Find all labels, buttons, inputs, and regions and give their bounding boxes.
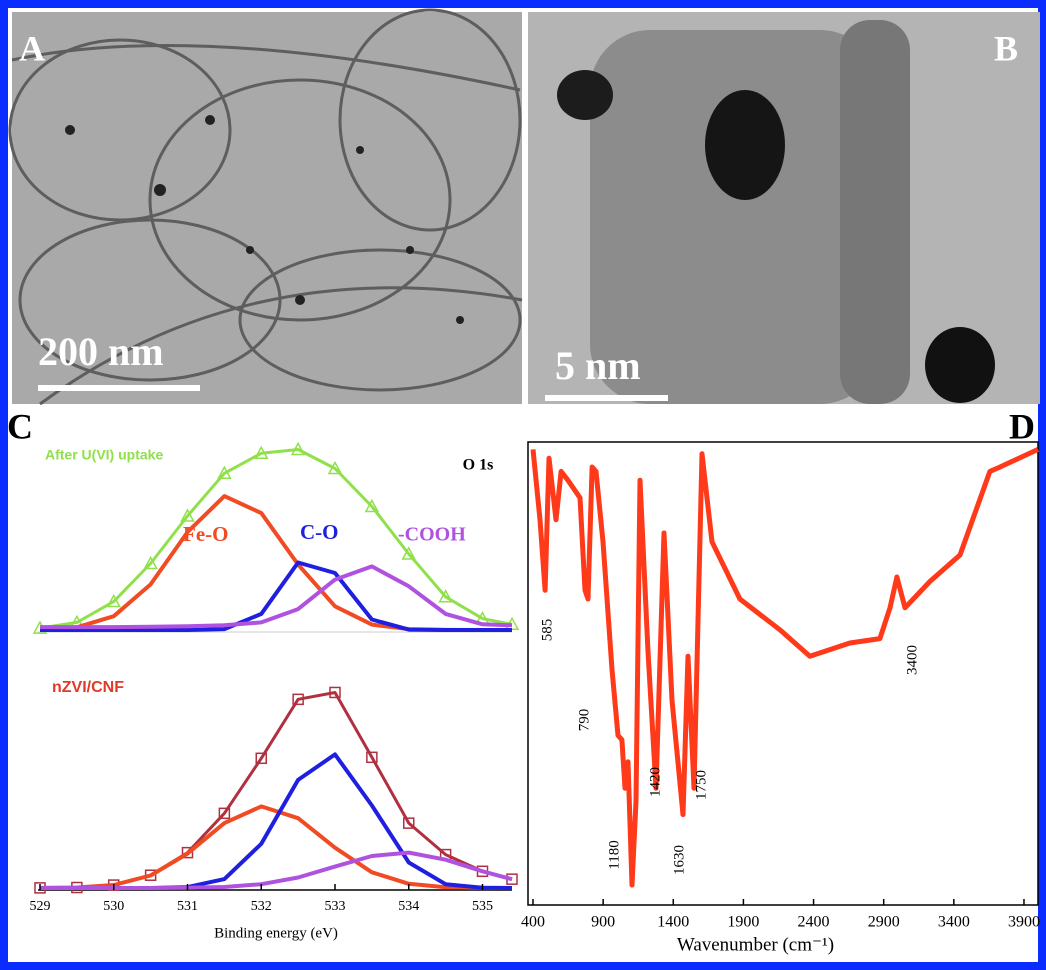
series-label: Fe-O: [183, 522, 228, 546]
figure: A B C D 200 nm 5 nm 529 530 531 532 533 534 535 Bindi…: [0, 0, 1046, 970]
spectrum-label: O 1s: [463, 457, 494, 474]
x-tick-label: 532: [251, 899, 272, 914]
x-tick-label: 1400: [657, 914, 689, 931]
x-tick-label: 531: [177, 899, 198, 914]
x-tick-label: 3400: [938, 914, 970, 931]
peak-annotation: 1420: [647, 767, 663, 797]
x-tick-label: 534: [398, 899, 419, 914]
peak-annotation: 790: [576, 709, 592, 732]
panel-label: A: [19, 28, 45, 68]
peak-annotation: 3400: [904, 645, 920, 675]
x-tick-label: 535: [472, 899, 493, 914]
scale-bar-label: 5 nm: [555, 343, 641, 388]
series-label: nZVI/CNF: [52, 679, 124, 696]
x-axis-label: Wavenumber (cm⁻¹): [677, 934, 834, 955]
x-tick-label: 530: [103, 899, 124, 914]
x-tick-label: 2400: [798, 914, 830, 931]
x-tick-label: 529: [30, 899, 51, 914]
series-label: C-O: [300, 520, 339, 544]
panel-label: B: [994, 28, 1018, 68]
peak-annotation: 1750: [693, 770, 709, 800]
peak-annotation: 1180: [606, 840, 622, 869]
scale-bar-label: 200 nm: [38, 329, 164, 374]
x-tick-label: 1900: [727, 914, 759, 931]
x-tick-label: 900: [591, 914, 615, 931]
panel-label: D: [1009, 406, 1035, 446]
peak-annotation: 585: [539, 619, 555, 642]
panel-label: C: [7, 406, 33, 446]
x-tick-label: 400: [521, 914, 545, 931]
peak-annotation: 1630: [671, 845, 687, 875]
x-tick-label: 533: [325, 899, 346, 914]
series-label: -COOH: [398, 524, 466, 546]
series-label: After U(VI) uptake: [45, 447, 163, 463]
x-axis-label: Binding energy (eV): [214, 925, 338, 941]
x-tick-label: 3900: [1008, 914, 1040, 931]
x-tick-label: 2900: [868, 914, 900, 931]
